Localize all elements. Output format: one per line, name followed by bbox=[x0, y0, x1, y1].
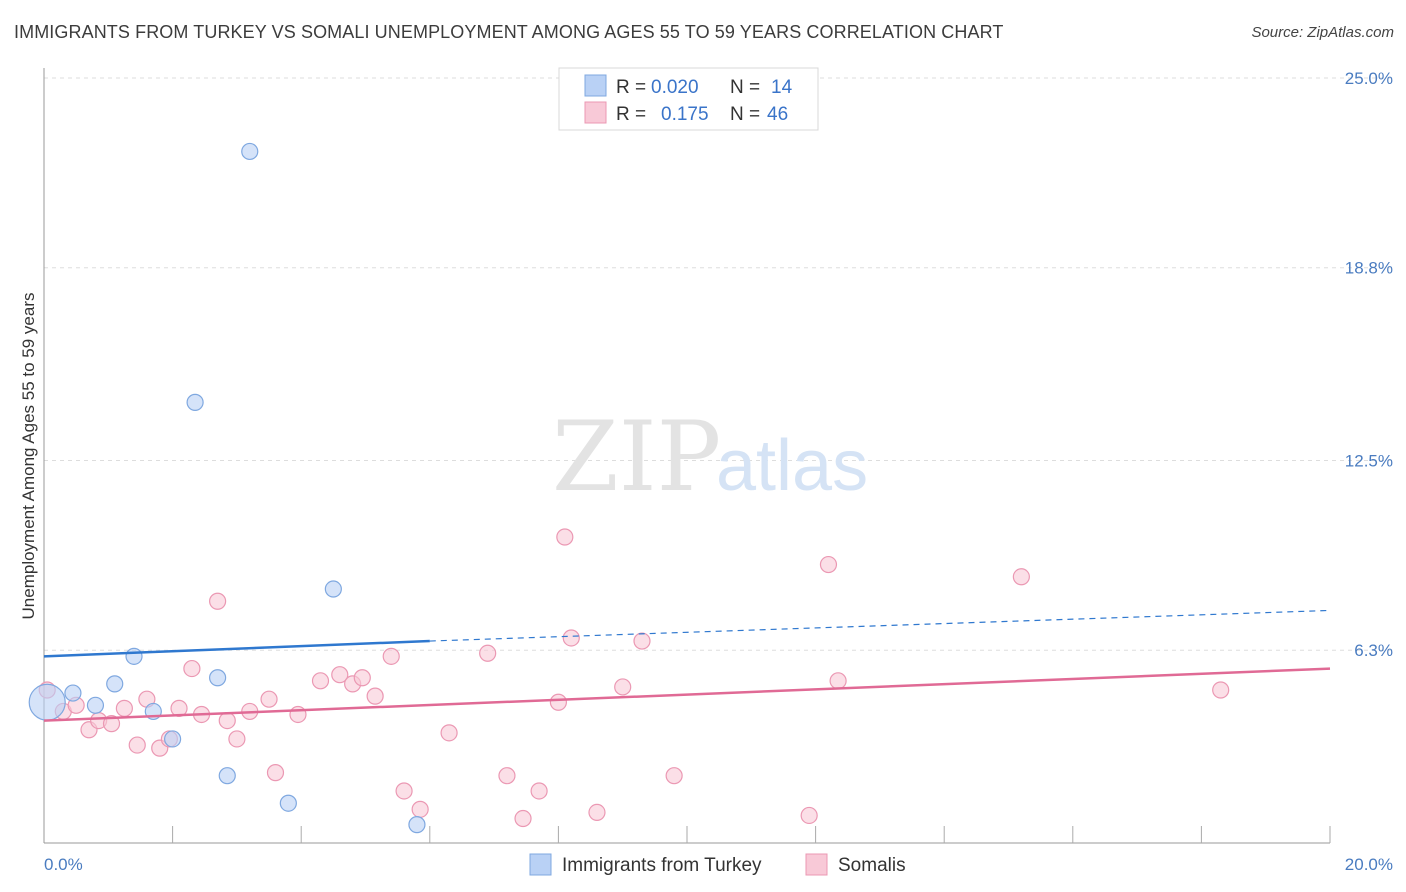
somali-point bbox=[382, 647, 400, 665]
somali-point bbox=[562, 629, 580, 647]
x-tick-label-min: 0.0% bbox=[44, 855, 83, 874]
bottom-legend: Immigrants from Turkey Somalis bbox=[529, 853, 906, 876]
turkey-point bbox=[218, 767, 236, 785]
somali-point bbox=[530, 782, 548, 800]
turkey-trend-solid bbox=[43, 639, 430, 658]
x-ticks bbox=[172, 826, 1331, 843]
somali-point bbox=[498, 767, 516, 785]
legend-r-label-turkey: R = bbox=[616, 77, 646, 98]
legend-r-value-turkey: 0.020 bbox=[651, 77, 699, 98]
somali-point bbox=[395, 782, 413, 800]
somali-point bbox=[266, 764, 285, 782]
turkey-point bbox=[408, 816, 426, 834]
bottom-legend-label-somali: Somalis bbox=[838, 855, 906, 876]
y-tick-labels: 6.3% 12.5% 18.8% 25.0% bbox=[1345, 69, 1393, 660]
somali-point bbox=[829, 672, 847, 690]
y-tick-label: 18.8% bbox=[1345, 259, 1393, 278]
turkey-point bbox=[28, 683, 66, 721]
somali-point bbox=[614, 678, 632, 696]
legend-r-value-somali: 0.175 bbox=[661, 104, 709, 125]
source-label: Source: ZipAtlas.com bbox=[1251, 24, 1394, 41]
bottom-legend-label-turkey: Immigrants from Turkey bbox=[562, 855, 762, 876]
trend-lines bbox=[43, 609, 1331, 722]
somali-point bbox=[218, 711, 236, 730]
watermark: ZIP atlas bbox=[552, 401, 868, 513]
somali-point bbox=[128, 736, 146, 754]
y-tick-label: 12.5% bbox=[1345, 452, 1393, 471]
legend-swatch-turkey bbox=[584, 74, 607, 97]
turkey-point bbox=[125, 647, 143, 665]
somali-point bbox=[331, 666, 349, 684]
somali-point bbox=[353, 669, 371, 687]
turkey-point bbox=[186, 393, 204, 411]
legend-n-label-turkey: N = bbox=[730, 77, 760, 98]
somali-point bbox=[588, 803, 606, 822]
legend-n-value-somali: 46 bbox=[767, 104, 788, 125]
somali-point bbox=[102, 715, 121, 733]
turkey-point bbox=[324, 580, 342, 598]
somali-trend bbox=[43, 667, 1331, 722]
y-axis-label: Unemployment Among Ages 55 to 59 years bbox=[19, 293, 38, 620]
legend-box: R = 0.020 N = 14 R = 0.175 N = 46 bbox=[558, 67, 819, 131]
somali-point bbox=[556, 528, 574, 546]
somali-point bbox=[479, 644, 497, 662]
somali-point bbox=[800, 806, 818, 825]
turkey-point bbox=[164, 730, 182, 748]
somali-point bbox=[1212, 681, 1230, 699]
turkey-point bbox=[86, 696, 105, 714]
somali-point bbox=[228, 730, 246, 748]
watermark-atlas: atlas bbox=[716, 426, 868, 506]
turkey-points bbox=[28, 142, 426, 834]
turkey-point bbox=[279, 794, 297, 812]
somali-point bbox=[819, 555, 838, 574]
legend-n-label-somali: N = bbox=[730, 104, 760, 125]
bottom-legend-swatch-turkey bbox=[529, 853, 552, 876]
x-tick-label-max: 20.0% bbox=[1345, 855, 1393, 874]
bottom-legend-swatch-somali bbox=[805, 853, 828, 876]
legend-r-label-somali: R = bbox=[616, 104, 646, 125]
somali-point bbox=[183, 659, 201, 678]
turkey-point bbox=[209, 669, 227, 687]
somali-point bbox=[260, 690, 278, 708]
somali-point bbox=[1012, 568, 1030, 586]
somali-point bbox=[549, 693, 568, 711]
y-tick-label: 6.3% bbox=[1354, 641, 1393, 660]
legend-n-value-turkey: 14 bbox=[771, 77, 793, 98]
grid bbox=[44, 77, 1393, 651]
y-tick-label: 25.0% bbox=[1345, 69, 1393, 88]
somali-point bbox=[411, 800, 429, 818]
turkey-point bbox=[241, 142, 259, 161]
watermark-zip: ZIP bbox=[552, 401, 721, 513]
turkey-trend-dashed bbox=[429, 609, 1331, 642]
chart-title: IMMIGRANTS FROM TURKEY VS SOMALI UNEMPLO… bbox=[14, 22, 1004, 42]
somali-point bbox=[633, 632, 651, 650]
turkey-point bbox=[64, 684, 82, 702]
somali-point bbox=[311, 672, 330, 690]
legend-swatch-somali bbox=[584, 101, 607, 124]
somali-point bbox=[440, 724, 458, 742]
somali-point bbox=[665, 767, 683, 785]
turkey-point bbox=[106, 675, 124, 693]
somali-point bbox=[514, 809, 532, 828]
somali-point bbox=[366, 687, 384, 705]
somali-point bbox=[115, 699, 133, 717]
somali-point bbox=[209, 592, 227, 610]
